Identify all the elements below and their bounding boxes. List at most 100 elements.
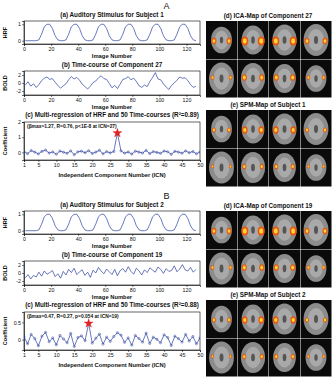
x-tick: 50 (198, 160, 204, 168)
x-tick: 60 (103, 285, 109, 293)
slice-background (238, 250, 269, 288)
x-axis: 15101520253035404550 (23, 350, 203, 358)
data-point (95, 151, 97, 153)
data-point (59, 150, 61, 152)
brain-inner (245, 347, 260, 368)
data-point (167, 151, 169, 153)
brain-inner (246, 119, 261, 139)
x-tick: 0 (23, 44, 26, 52)
data-point (91, 152, 93, 154)
data-point (41, 150, 43, 152)
slice-background (269, 60, 300, 98)
data-point (192, 335, 194, 337)
x-axis-title: Image Number (92, 294, 133, 300)
activation-blob (305, 38, 310, 44)
brain-ventricle (283, 354, 287, 361)
activation-blob (272, 36, 279, 45)
activation-blob (274, 354, 278, 359)
activation-blob (227, 38, 232, 44)
data-point (199, 337, 200, 339)
activation-core (275, 76, 278, 80)
activation-core (274, 318, 277, 322)
data-point (163, 334, 165, 336)
activation-blob (211, 265, 215, 270)
activation-core (291, 266, 294, 270)
data-point (188, 340, 190, 342)
activation-core (323, 165, 325, 167)
x-tick: 100 (155, 234, 164, 242)
activation-core (259, 38, 263, 43)
x-tick: 40 (76, 44, 82, 52)
brain-ventricle (220, 354, 224, 362)
y-axis-title: BOLD (2, 75, 8, 91)
activation-core (213, 129, 215, 132)
slice-background (206, 211, 237, 249)
activation-blob (290, 36, 297, 45)
y-tick-label: 0 (18, 150, 21, 156)
brain-inner (215, 120, 228, 138)
y-tick-mark (22, 231, 24, 232)
slice-background (206, 60, 237, 98)
y-tick-label: 0 (18, 38, 21, 44)
brain-ventricle (283, 226, 287, 234)
y-tick-mark (22, 83, 24, 84)
y-tick-mark (22, 281, 24, 282)
brain-inner (214, 68, 230, 90)
data-point (106, 336, 108, 338)
y-axis-title: Coefficient (2, 317, 8, 346)
y-axis-line (22, 212, 25, 235)
x-tick: 15 (72, 350, 78, 358)
brain-ventricle (314, 315, 318, 323)
brain-slice (306, 344, 327, 371)
activation-blob (323, 127, 327, 132)
x-tick-label: 60 (103, 236, 109, 242)
slice-background (301, 149, 332, 187)
x-tick-label: 40 (76, 236, 82, 242)
brain-ventricle (220, 316, 223, 323)
activation-core (212, 76, 214, 79)
activation-blob (274, 264, 279, 271)
x-tick-label: 30 (126, 352, 132, 358)
brain-inner (214, 347, 230, 369)
data-point (80, 150, 82, 152)
activation-core (324, 229, 327, 233)
x-tick-label: 100 (155, 97, 164, 103)
x-tick-label: 30 (126, 162, 132, 168)
brain-map (206, 110, 332, 187)
brain-ventricle (314, 75, 317, 82)
brain-inner (308, 219, 324, 241)
x-tick-label: 0 (23, 46, 26, 52)
activation-blob (322, 355, 325, 359)
chart-title: (b) Time-course of Component 19 (62, 251, 163, 259)
map-title: (e) SPM-Map of Subject 2 (230, 291, 306, 299)
slice-background (238, 149, 269, 187)
data-point (37, 345, 39, 347)
x-tick: 0 (23, 95, 26, 103)
data-point (170, 344, 172, 346)
slice-background (301, 211, 332, 249)
data-line (25, 73, 196, 90)
y-tick-label: 0 (18, 80, 21, 86)
brain-slice (273, 343, 296, 372)
brain-ventricle (251, 226, 255, 233)
y-axis: 01 (18, 211, 24, 234)
data-point (138, 338, 140, 340)
data-point (41, 335, 43, 337)
x-tick-label: 20 (49, 46, 55, 52)
brain-inner (309, 69, 322, 87)
activation-blob (323, 317, 327, 322)
x-axis: 020406080100120 (23, 95, 200, 103)
brain-inner (277, 157, 292, 177)
activation-core (213, 319, 215, 322)
slice-background (206, 21, 237, 59)
x-tick: 35 (144, 350, 150, 358)
brain-inner (309, 348, 322, 366)
brain-slice (304, 214, 329, 246)
data-point (24, 151, 25, 153)
brain-slice (273, 64, 296, 93)
brain-slice (304, 113, 329, 145)
activation-core (261, 355, 263, 358)
data-point (77, 151, 79, 153)
brain-slice (272, 114, 296, 145)
annotation: (βmax=1.27, R=0.76, p<1E-8 at ICN=27) (27, 124, 117, 129)
